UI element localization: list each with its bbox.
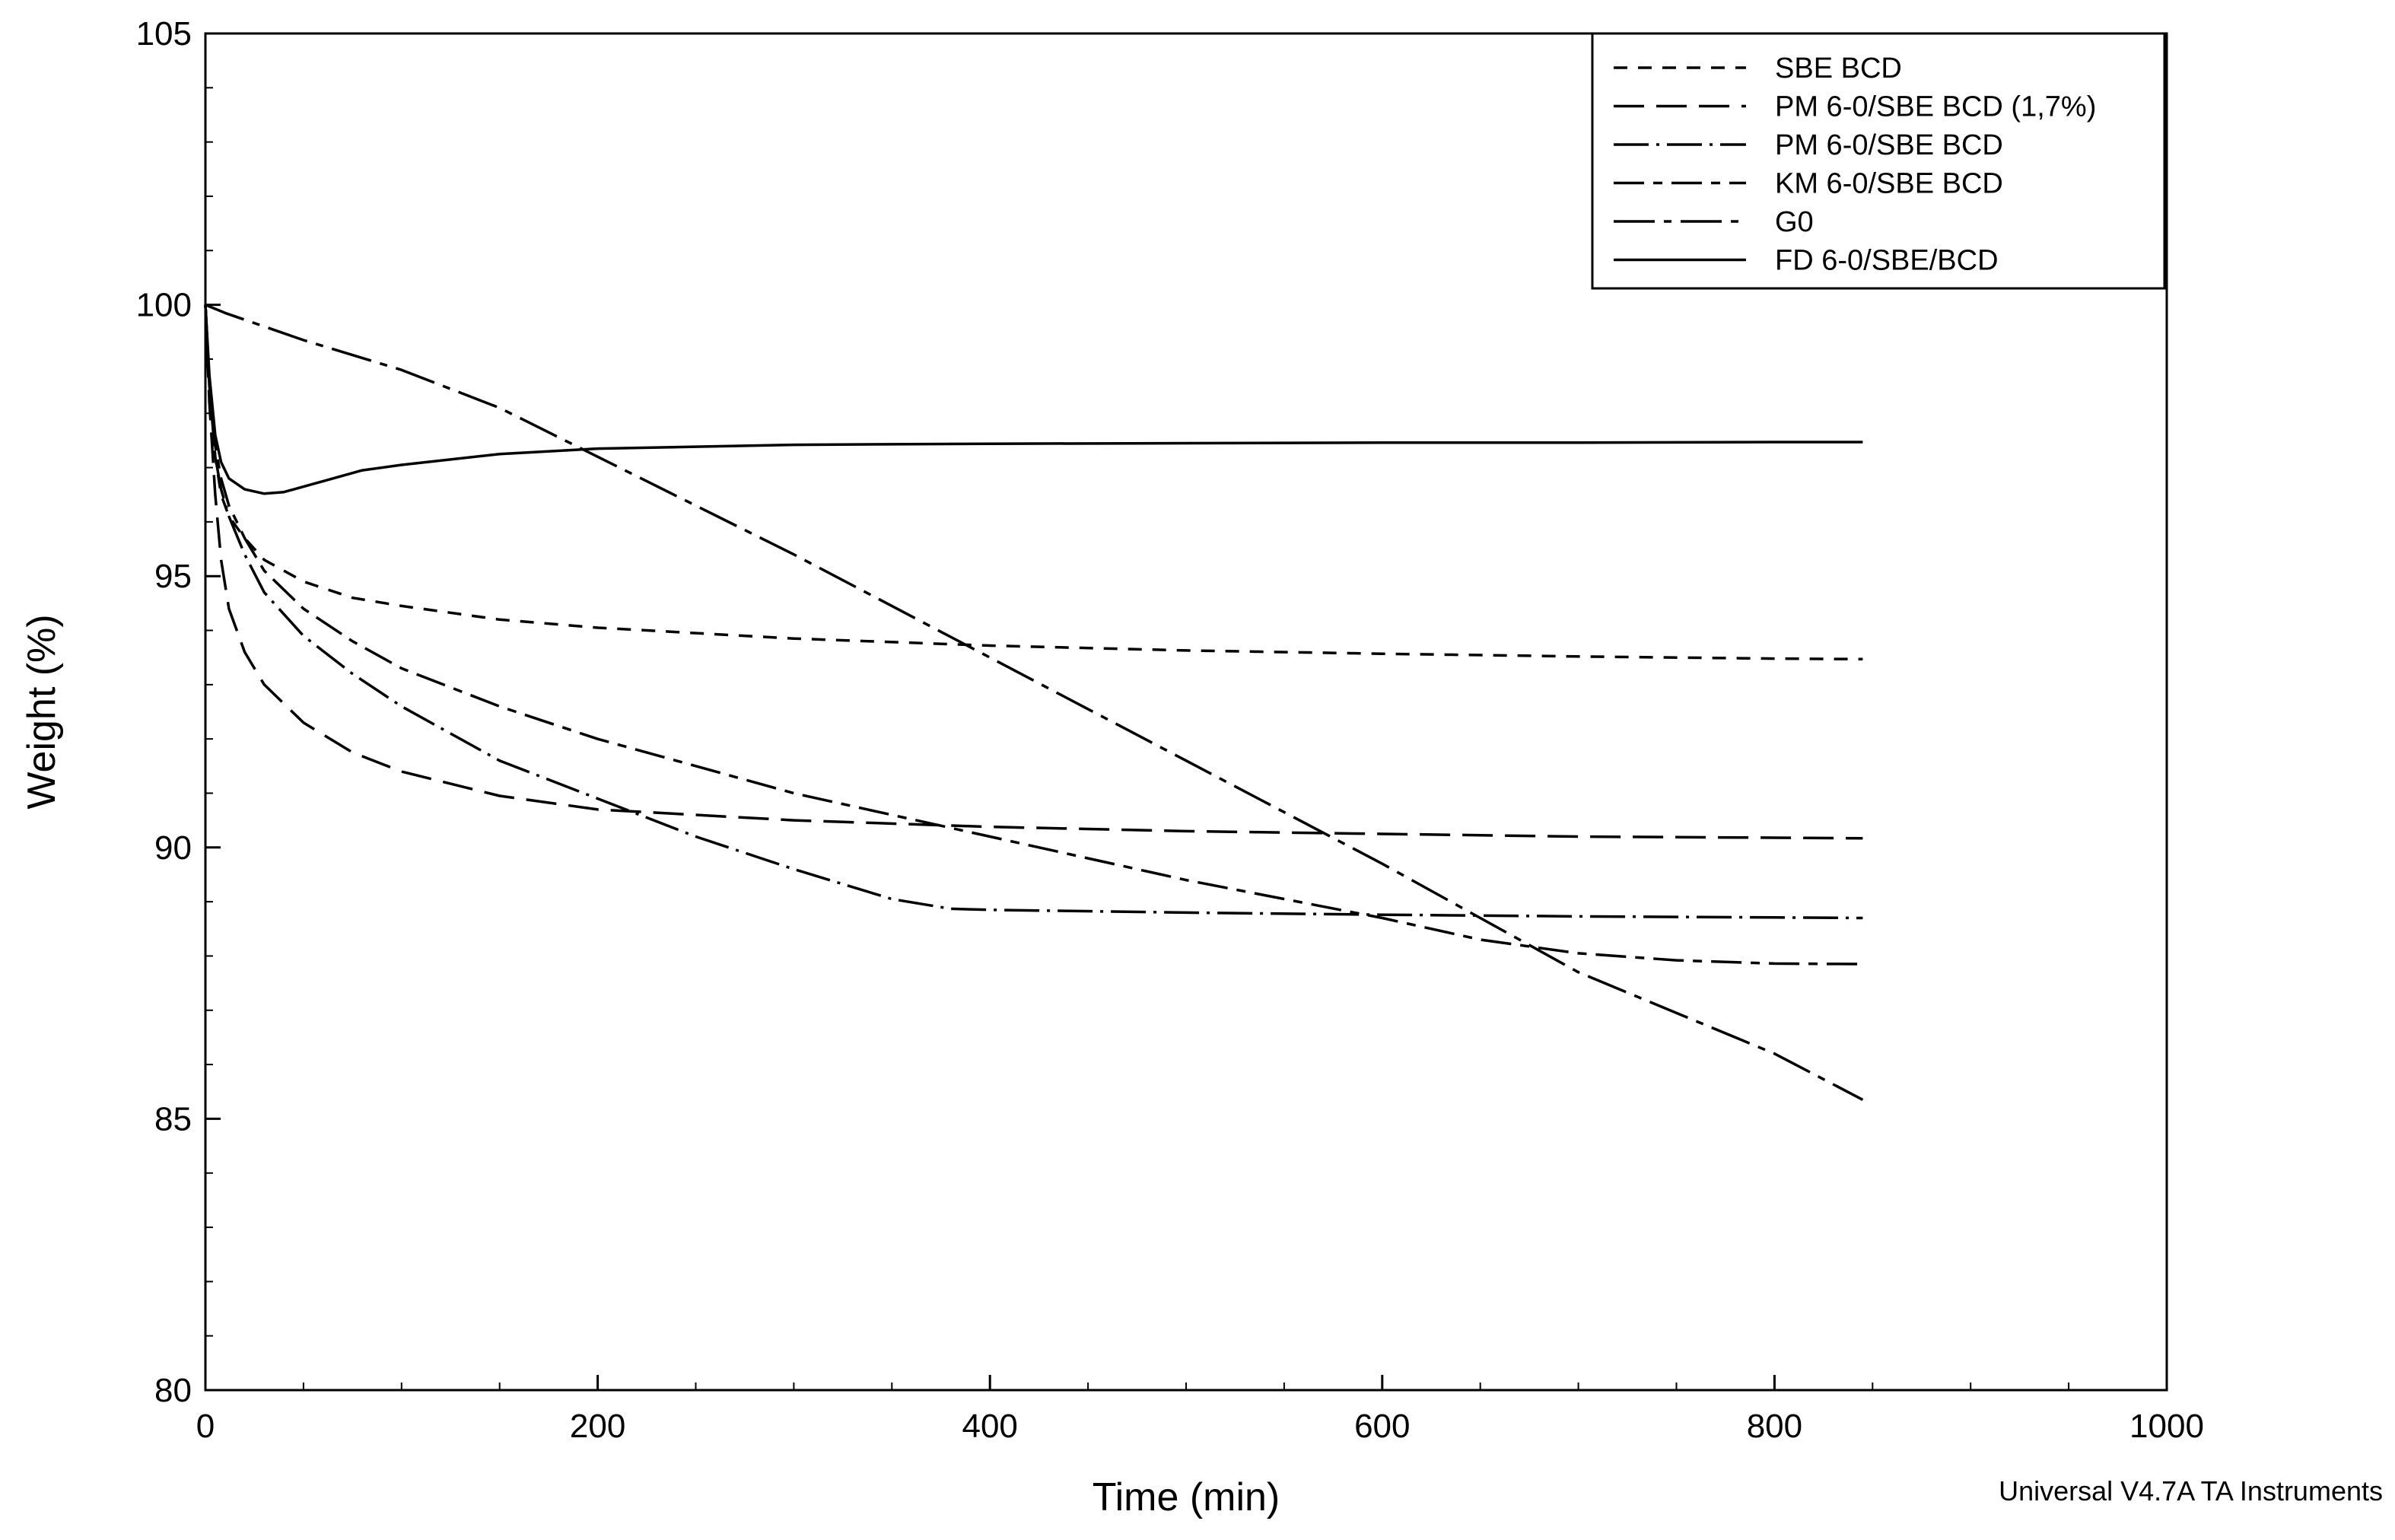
legend-label: KM 6-0/SBE BCD — [1775, 168, 2003, 200]
legend-box — [1591, 32, 2166, 290]
y-tick-label: 100 — [136, 287, 192, 324]
y-axis-title: Weight (%) — [20, 614, 64, 809]
x-tick-label: 600 — [1354, 1408, 1410, 1445]
y-tick-label: 90 — [154, 829, 192, 867]
legend-label: SBE BCD — [1775, 52, 1902, 84]
y-tick-label: 80 — [154, 1372, 192, 1409]
legend-label: FD 6-0/SBE/BCD — [1775, 245, 1999, 277]
x-tick-label: 0 — [196, 1408, 215, 1445]
minor-ticks — [205, 87, 2070, 1390]
series-lines — [204, 303, 1864, 1101]
legend-label: PM 6-0/SBE BCD — [1775, 129, 2003, 161]
legend-label: G0 — [1775, 206, 1814, 238]
instrument-footer: Universal V4.7A TA Instruments — [1999, 1475, 2383, 1507]
x-tick-label: 800 — [1747, 1408, 1802, 1445]
x-tick-label: 400 — [962, 1408, 1017, 1445]
plot-frame — [204, 32, 2168, 1392]
y-tick-label: 95 — [154, 558, 192, 595]
legend-label: PM 6-0/SBE BCD (1,7%) — [1775, 91, 2096, 123]
series-line-2 — [204, 304, 1863, 840]
series-line-6 — [204, 304, 1863, 495]
x-axis-title: Time (min) — [1093, 1475, 1280, 1519]
legend: SBE BCD PM 6-0/SBE BCD (1,7%) PM 6-0/SBE B… — [1591, 32, 2166, 290]
y-tick-label: 85 — [154, 1100, 192, 1138]
x-tick-label: 1000 — [2129, 1408, 2204, 1445]
y-tick-label: 105 — [136, 15, 192, 52]
x-tick-label: 200 — [570, 1408, 625, 1445]
series-line-3 — [204, 304, 1863, 920]
series-line-4 — [204, 304, 1863, 966]
series-line-1 — [204, 304, 1863, 661]
tick-labels: 0 200 400 600 800 1000 80 85 90 95 100 105 — [136, 15, 2204, 1445]
series-line-5 — [205, 303, 1864, 1101]
